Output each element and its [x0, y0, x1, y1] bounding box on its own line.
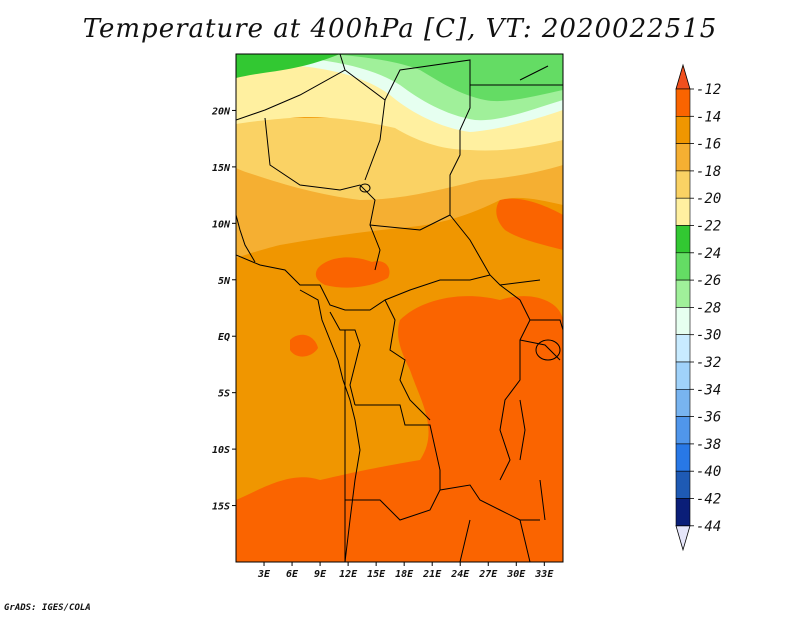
- colorbar-level-label: -18: [696, 164, 721, 180]
- colorbar-level-label: -24: [696, 246, 721, 262]
- lon-tick-label: 3E: [257, 569, 271, 580]
- band-minus12-patch2: [496, 198, 563, 250]
- grads-credit: GrADS: IGES/COLA: [4, 603, 91, 613]
- border-path: [236, 254, 491, 311]
- colorbar-level-label: -12: [696, 82, 721, 98]
- border-path: [519, 519, 531, 562]
- lat-tick-label: 5S: [218, 389, 230, 400]
- colorbar-level-label: -14: [696, 109, 721, 125]
- colorbar-swatch: [675, 498, 691, 527]
- colorbar-swatch: [675, 388, 691, 417]
- lat-tick-label: EQ: [218, 332, 230, 343]
- lon-tick-label: 21E: [422, 569, 442, 580]
- border-path: [264, 117, 381, 271]
- border-path: [369, 214, 451, 231]
- colorbar: -12 -14 -16 -18 -20 -22 -24 -26 -28 -30 -32 -34 -36 -…: [675, 63, 721, 552]
- temperature-field: [236, 54, 563, 562]
- border-path: [364, 99, 386, 181]
- border-path: [519, 65, 549, 81]
- colorbar-level-label: -32: [696, 355, 721, 371]
- band-minus12-east: [277, 296, 563, 562]
- lon-tick-label: 27E: [478, 569, 498, 580]
- border-path: [236, 54, 346, 121]
- band-minus12-patch3: [290, 334, 318, 357]
- border-path: [459, 519, 471, 562]
- lake-malawi: [539, 479, 546, 521]
- country-borders: [236, 54, 563, 562]
- lat-tick-label: 5N: [218, 276, 231, 287]
- colorbar-level-label: -40: [696, 464, 721, 480]
- colorbar-swatch: [675, 307, 691, 335]
- colorbar-level-label: -36: [696, 410, 721, 426]
- border-path: [345, 489, 441, 521]
- lon-tick-label: 15E: [367, 569, 386, 580]
- border-path: [530, 319, 563, 331]
- colorbar-swatch: [675, 170, 691, 199]
- colorbar-level-label: -22: [696, 219, 721, 235]
- lon-tick-label: 6E: [286, 569, 299, 580]
- lake-tanganyika: [519, 399, 526, 461]
- lon-tick-label: 30E: [506, 569, 526, 580]
- colorbar-swatch: [675, 416, 691, 445]
- colorbar-level-label: -38: [696, 437, 721, 453]
- lon-tick-label: 18E: [395, 569, 414, 580]
- band-minus12-south: [236, 477, 337, 562]
- map-title: Temperature at 400hPa [C], VT: 202002251…: [82, 14, 718, 44]
- colorbar-swatch: [675, 116, 691, 144]
- colorbar-level-label: -16: [696, 137, 721, 153]
- colorbar-level-label: -30: [696, 328, 721, 344]
- latitude-axis: 20N 15N 10N 5N EQ 5S 10S 15S: [211, 106, 236, 513]
- coastline: [236, 214, 361, 562]
- colorbar-level-label: -28: [696, 300, 721, 316]
- lat-tick-label: 15S: [212, 502, 230, 513]
- colorbar-level-label: -34: [696, 382, 721, 398]
- colorbar-swatch: [675, 470, 691, 499]
- colorbar-swatch: [675, 143, 691, 172]
- border-path: [519, 339, 561, 361]
- lat-tick-label: 10S: [212, 445, 230, 456]
- plot-frame: [235, 53, 564, 563]
- band-minus12-patch: [315, 257, 390, 288]
- lakes: [359, 183, 561, 521]
- lon-tick-label: 9E: [314, 569, 327, 580]
- colorbar-level-label: -26: [696, 273, 721, 289]
- colorbar-level-label: -44: [696, 519, 721, 535]
- band-minus26: [330, 54, 563, 102]
- colorbar-swatch: [675, 334, 691, 363]
- colorbar-swatch: [675, 252, 691, 281]
- longitude-axis: 3E 6E 9E 12E 15E 18E 21E 24E 27E 30E 33E: [257, 562, 554, 580]
- lake-chad: [359, 183, 371, 193]
- lake-victoria: [535, 339, 561, 361]
- lat-tick-label: 20N: [211, 106, 231, 117]
- border-path: [499, 284, 531, 481]
- lon-tick-label: 24E: [450, 569, 470, 580]
- lat-tick-label: 10N: [212, 219, 231, 230]
- lon-tick-label: 12E: [339, 569, 358, 580]
- colorbar-swatch: [675, 443, 691, 472]
- colorbar-level-label: -42: [696, 492, 721, 508]
- border-path: [384, 299, 431, 421]
- colorbar-level-label: -20: [696, 191, 721, 207]
- colorbar-top-arrow: [675, 63, 691, 90]
- colorbar-bottom-arrow: [675, 525, 691, 552]
- colorbar-swatch: [675, 197, 691, 226]
- band-minus28: [236, 54, 340, 78]
- colorbar-swatch: [675, 225, 691, 254]
- colorbar-swatch: [675, 279, 691, 308]
- lon-tick-label: 33E: [534, 569, 554, 580]
- lat-tick-label: 15N: [212, 163, 231, 174]
- colorbar-swatch: [675, 88, 691, 117]
- colorbar-swatch: [675, 361, 691, 390]
- border-path: [329, 311, 361, 406]
